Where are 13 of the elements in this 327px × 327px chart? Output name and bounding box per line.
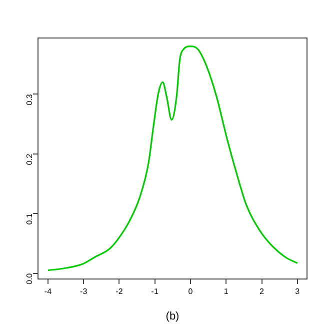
y-tick-label: 0.0 (25, 272, 34, 284)
x-tick-label: -2 (116, 287, 124, 296)
x-tick-label: -3 (80, 287, 88, 296)
x-tick-label: 3 (295, 287, 300, 296)
x-axis-title: (b) (166, 310, 180, 322)
x-tick-label: 2 (260, 287, 265, 296)
x-tick-label: -1 (151, 287, 159, 296)
y-tick-label: 0.1 (25, 213, 34, 225)
x-tick-label: 0 (188, 287, 194, 296)
y-tick-label: 0.2 (25, 153, 34, 165)
x-tick-label: 1 (224, 287, 229, 296)
y-tick-label: 0.3 (25, 94, 34, 106)
x-tick-label: -4 (44, 287, 52, 296)
